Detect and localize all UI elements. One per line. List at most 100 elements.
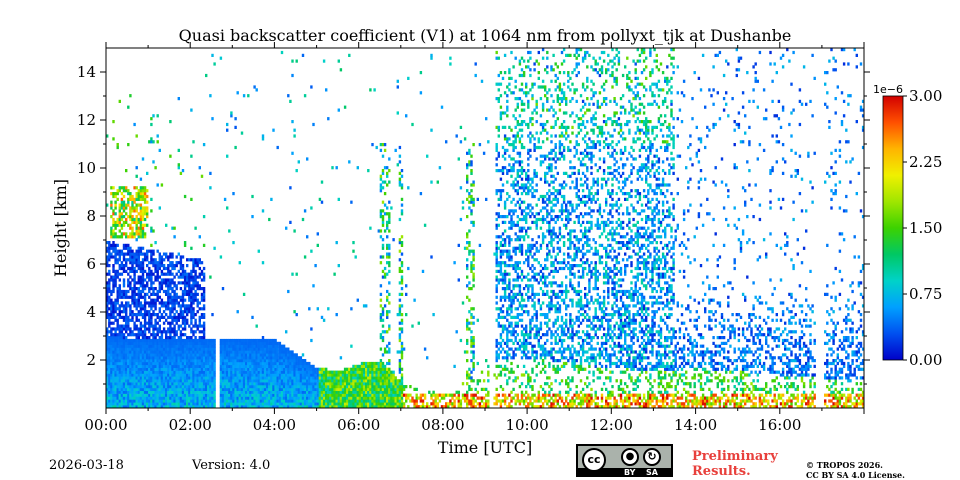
heatmap-cell <box>236 399 239 403</box>
heatmap-cell <box>141 284 145 288</box>
heatmap-cell <box>287 373 290 377</box>
heatmap-cell <box>167 287 170 291</box>
heatmap-cell <box>223 387 227 391</box>
heatmap-cell <box>167 359 170 363</box>
heatmap-cell <box>303 385 307 389</box>
heatmap-cell <box>253 393 256 397</box>
heatmap-cell <box>175 356 178 360</box>
heatmap-cell <box>118 327 121 331</box>
heatmap-cell <box>194 361 197 366</box>
heatmap-cell <box>236 376 239 380</box>
heatmap-cell <box>278 344 282 348</box>
heatmap-cell <box>125 313 128 317</box>
heatmap-cell <box>381 390 385 394</box>
heatmap-cell <box>137 344 140 348</box>
heatmap-cell <box>495 249 498 253</box>
heatmap-cell <box>133 382 136 386</box>
heatmap-cell <box>137 356 140 360</box>
heatmap-cell <box>108 246 111 250</box>
heatmap-cell <box>141 387 145 391</box>
heatmap-cell <box>261 376 265 380</box>
heatmap-cell <box>116 223 119 227</box>
heatmap-cell <box>192 264 195 268</box>
heatmap-cell <box>388 324 391 328</box>
heatmap-cell <box>463 399 467 403</box>
heatmap-cell <box>175 315 178 319</box>
heatmap-cell <box>373 364 376 368</box>
heatmap-cell <box>257 385 260 389</box>
heatmap-cell <box>346 396 349 400</box>
heatmap-cell <box>154 338 157 343</box>
heatmap-cell <box>247 350 250 354</box>
heatmap-cell <box>400 186 404 190</box>
heatmap-cell <box>270 344 273 348</box>
heatmap-cell <box>110 215 113 219</box>
heatmap-cell <box>122 405 126 408</box>
heatmap-cell <box>400 241 404 245</box>
heatmap-cell <box>175 295 178 299</box>
heatmap-cell <box>257 249 260 253</box>
heatmap-cell <box>223 341 227 345</box>
heatmap-cell <box>167 289 170 294</box>
heatmap-cell <box>127 356 130 360</box>
heatmap-cell <box>110 301 113 305</box>
heatmap-cell <box>146 336 149 340</box>
heatmap-cell <box>327 390 330 394</box>
heatmap-cell <box>188 347 191 351</box>
heatmap-cell <box>169 269 172 273</box>
heatmap-cell <box>183 393 187 397</box>
heatmap-cell <box>253 344 256 348</box>
heatmap-cell <box>365 393 368 397</box>
heatmap-cell <box>278 399 282 403</box>
heatmap-cell <box>263 341 267 345</box>
heatmap-cell <box>158 310 161 314</box>
heatmap-cell <box>388 255 391 259</box>
heatmap-cell <box>150 359 153 363</box>
heatmap-cell <box>476 390 479 394</box>
heatmap-cell <box>400 327 404 331</box>
heatmap-cell <box>219 399 223 403</box>
heatmap-cell <box>175 402 178 406</box>
heatmap-cell <box>114 284 117 288</box>
heatmap-cell <box>398 387 402 391</box>
heatmap-cell <box>118 215 121 219</box>
heatmap-cell <box>171 327 174 331</box>
heatmap-cell <box>301 382 305 386</box>
heatmap-cell <box>263 350 267 354</box>
heatmap-cell <box>255 379 258 383</box>
heatmap-cell <box>268 353 271 357</box>
heatmap-cell <box>466 405 469 408</box>
heatmap-cell <box>143 315 147 319</box>
heatmap-cell <box>106 264 109 268</box>
heatmap-cell <box>112 301 115 305</box>
heatmap-cell <box>257 338 260 343</box>
heatmap-cell <box>188 292 191 296</box>
heatmap-cell <box>179 399 183 403</box>
heatmap-cell <box>501 324 505 328</box>
heatmap-cell <box>148 390 151 394</box>
heatmap-cell <box>114 272 117 276</box>
heatmap-cell <box>503 166 507 170</box>
heatmap-cell <box>301 376 305 380</box>
heatmap-cell <box>181 396 185 400</box>
heatmap-cell <box>482 402 486 406</box>
heatmap-cell <box>143 385 147 389</box>
heatmap-cell <box>181 387 185 391</box>
heatmap-cell <box>131 301 134 305</box>
heatmap-cell <box>276 367 279 371</box>
heatmap-cell <box>127 396 130 400</box>
heatmap-cell <box>165 347 168 351</box>
heatmap-cell <box>470 393 473 397</box>
heatmap-cell <box>108 243 111 247</box>
heatmap-cell <box>295 367 298 371</box>
heatmap-cell <box>299 373 303 377</box>
heatmap-cell <box>350 385 353 389</box>
heatmap-cell <box>141 269 145 273</box>
heatmap-cell <box>167 405 170 408</box>
heatmap-cell <box>181 373 185 377</box>
heatmap-cell <box>116 324 119 328</box>
heatmap-cell <box>322 379 326 383</box>
heatmap-cell <box>133 405 136 408</box>
heatmap-cell <box>392 402 395 406</box>
heatmap-cell <box>352 373 355 377</box>
